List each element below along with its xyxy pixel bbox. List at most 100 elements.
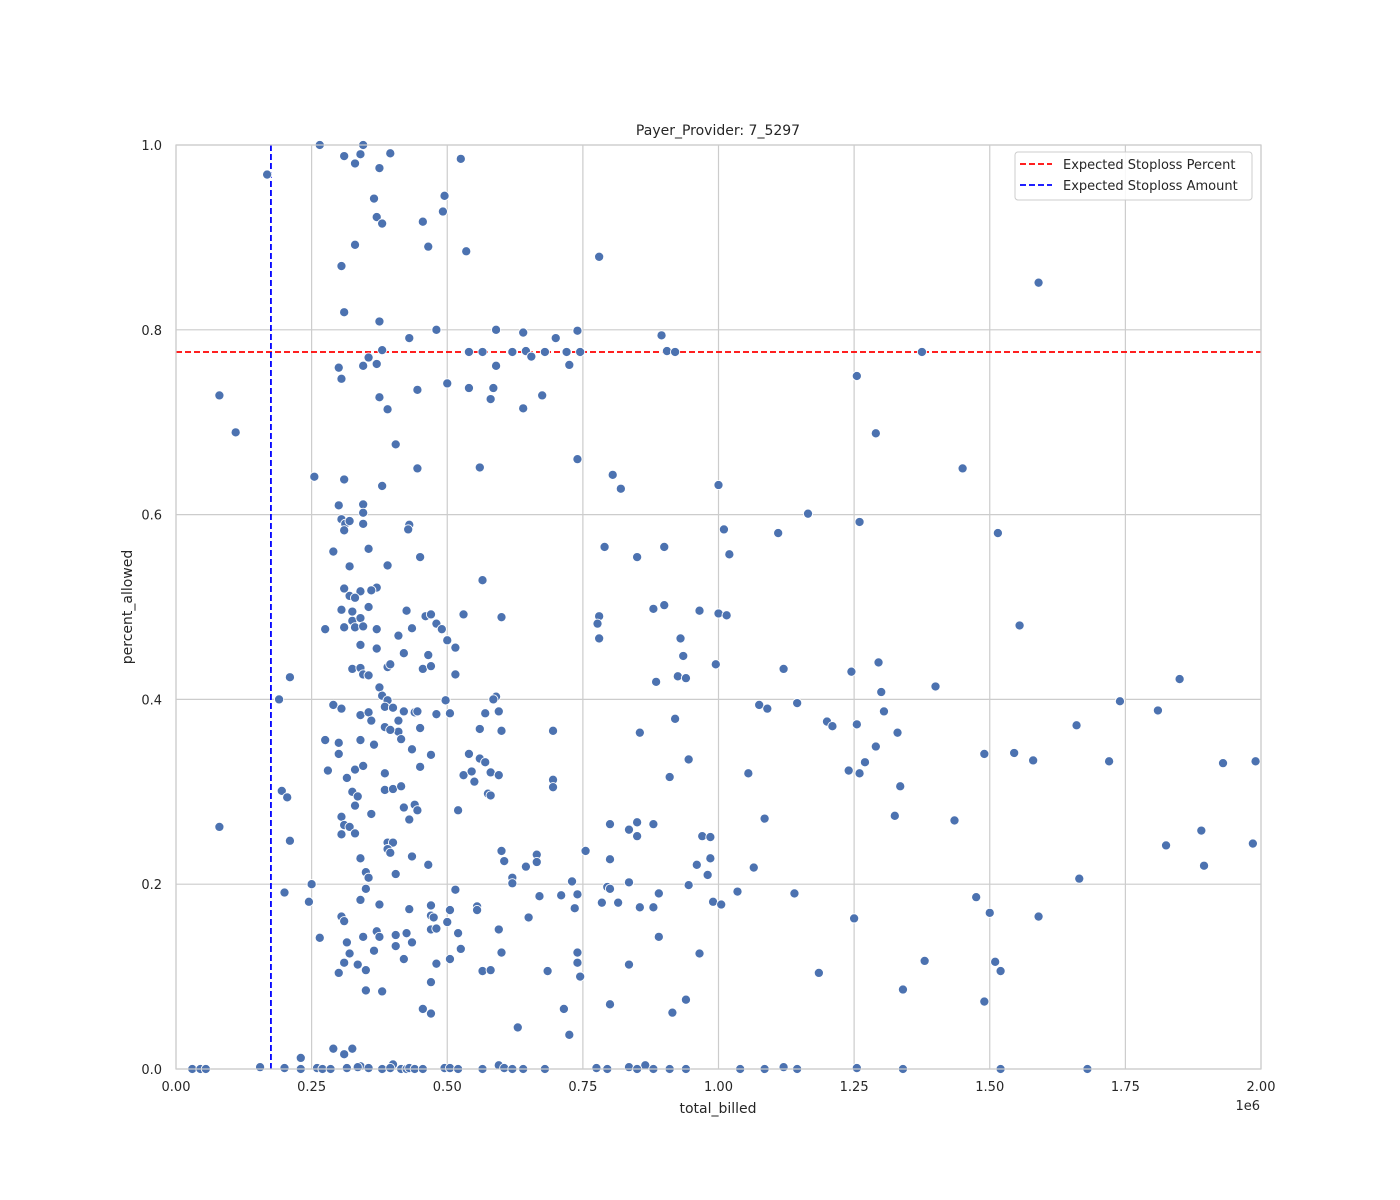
data-point bbox=[846, 666, 857, 677]
data-point bbox=[716, 899, 727, 910]
data-point bbox=[415, 552, 426, 563]
data-point bbox=[368, 739, 380, 750]
data-point bbox=[539, 346, 550, 358]
data-point bbox=[360, 985, 371, 996]
x-axis-label: total_billed bbox=[679, 1101, 756, 1117]
data-point bbox=[442, 378, 453, 389]
data-point bbox=[377, 218, 388, 229]
data-point bbox=[748, 862, 759, 873]
data-point bbox=[333, 967, 344, 978]
data-point bbox=[979, 996, 990, 1007]
data-point bbox=[371, 212, 382, 223]
data-point bbox=[984, 907, 995, 918]
data-point bbox=[349, 158, 361, 169]
data-point bbox=[371, 643, 382, 654]
data-point bbox=[333, 362, 344, 373]
data-point bbox=[439, 190, 450, 201]
data-point bbox=[423, 859, 434, 870]
data-point bbox=[664, 771, 675, 783]
data-point bbox=[754, 699, 765, 710]
data-point bbox=[523, 912, 534, 923]
y-tick-labels: 0.0 0.2 0.4 0.6 0.8 1.0 bbox=[141, 139, 162, 1078]
data-point bbox=[851, 1063, 862, 1074]
data-point bbox=[322, 765, 333, 776]
legend-box bbox=[1014, 151, 1253, 201]
data-point bbox=[683, 754, 694, 765]
data-point bbox=[713, 608, 724, 619]
data-point bbox=[518, 403, 529, 414]
data-point bbox=[450, 884, 461, 895]
data-point bbox=[496, 725, 507, 736]
data-point bbox=[366, 585, 377, 596]
data-point bbox=[496, 947, 507, 958]
data-point bbox=[336, 260, 347, 272]
data-point bbox=[599, 541, 610, 552]
data-point bbox=[493, 706, 504, 717]
data-point bbox=[572, 325, 583, 336]
data-point bbox=[339, 1049, 350, 1060]
x-tick-label: 0.25 bbox=[297, 1080, 326, 1095]
data-point bbox=[873, 657, 884, 668]
x-tick-label: 0.00 bbox=[162, 1080, 191, 1095]
data-point bbox=[230, 427, 241, 438]
data-point bbox=[363, 872, 374, 883]
data-point bbox=[680, 673, 692, 684]
data-point bbox=[477, 575, 488, 586]
data-point bbox=[425, 900, 437, 911]
data-point bbox=[436, 624, 447, 635]
data-point bbox=[773, 528, 784, 539]
data-point bbox=[623, 824, 635, 835]
data-point bbox=[355, 586, 366, 597]
data-point bbox=[339, 307, 350, 318]
data-point bbox=[499, 856, 510, 867]
data-point bbox=[415, 722, 426, 734]
data-point bbox=[632, 831, 643, 842]
data-point bbox=[396, 734, 407, 745]
data-point bbox=[355, 149, 366, 160]
data-point bbox=[463, 346, 475, 358]
data-point bbox=[648, 902, 659, 913]
data-point bbox=[469, 776, 480, 787]
data-point bbox=[607, 469, 618, 480]
data-point bbox=[428, 912, 439, 923]
data-point bbox=[916, 346, 927, 358]
data-point bbox=[930, 681, 941, 692]
data-point bbox=[431, 923, 442, 934]
data-point bbox=[854, 516, 865, 528]
data-point bbox=[542, 966, 553, 977]
data-point bbox=[404, 333, 415, 344]
data-point bbox=[444, 953, 456, 965]
data-point bbox=[604, 854, 616, 865]
data-point bbox=[352, 791, 363, 802]
data-points bbox=[187, 139, 1261, 1075]
data-point bbox=[423, 241, 434, 252]
data-point bbox=[485, 394, 496, 405]
data-point bbox=[1028, 755, 1039, 766]
data-point bbox=[507, 346, 518, 358]
y-axis-label: percent_allowed bbox=[120, 550, 136, 665]
x-tick-label: 1.25 bbox=[840, 1080, 869, 1095]
data-point bbox=[792, 698, 803, 709]
data-point bbox=[488, 382, 499, 394]
x-tick-labels: 0.00 0.25 0.50 0.75 1.00 1.25 1.50 1.75 2.00 bbox=[162, 1080, 1276, 1095]
data-point bbox=[339, 583, 350, 594]
data-point bbox=[558, 1003, 569, 1014]
data-point bbox=[680, 994, 692, 1005]
data-point bbox=[990, 956, 1001, 967]
data-point bbox=[892, 727, 903, 738]
data-point bbox=[431, 324, 442, 335]
data-point bbox=[648, 603, 659, 614]
data-point bbox=[648, 819, 659, 830]
data-point bbox=[382, 404, 393, 415]
data-point bbox=[496, 845, 507, 856]
data-point bbox=[366, 808, 377, 820]
data-point bbox=[876, 686, 887, 698]
data-point bbox=[485, 965, 496, 976]
data-point bbox=[339, 151, 350, 162]
data-point bbox=[453, 805, 464, 816]
data-point bbox=[851, 370, 862, 382]
data-point bbox=[537, 390, 548, 401]
data-point bbox=[341, 772, 352, 783]
data-point bbox=[859, 757, 871, 768]
